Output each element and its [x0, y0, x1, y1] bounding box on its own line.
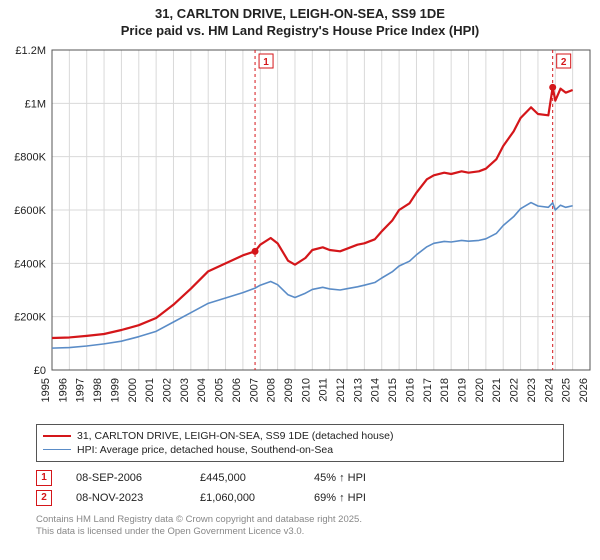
- footer-attribution: Contains HM Land Registry data © Crown c…: [36, 514, 564, 539]
- event-row: 2 08-NOV-2023 £1,060,000 69% ↑ HPI: [36, 488, 564, 508]
- svg-text:2000: 2000: [127, 378, 139, 402]
- svg-text:2: 2: [561, 57, 567, 68]
- svg-text:2023: 2023: [526, 378, 538, 402]
- svg-text:£0: £0: [34, 365, 46, 377]
- svg-text:£1M: £1M: [25, 98, 46, 110]
- event-pct: 69% ↑ HPI: [314, 492, 366, 504]
- svg-text:1: 1: [263, 57, 269, 68]
- svg-text:£600K: £600K: [14, 205, 46, 217]
- svg-text:2022: 2022: [509, 378, 521, 402]
- event-pct: 45% ↑ HPI: [314, 472, 366, 484]
- event-date: 08-NOV-2023: [76, 492, 176, 504]
- chart-svg: £0 £200K £400K £600K £800K £1M £1.2M 1995 1996 19…: [0, 40, 600, 420]
- legend-label: 31, CARLTON DRIVE, LEIGH-ON-SEA, SS9 1DE…: [77, 430, 394, 442]
- svg-text:2019: 2019: [457, 378, 469, 402]
- svg-text:2017: 2017: [422, 378, 434, 402]
- svg-text:2010: 2010: [300, 378, 312, 402]
- event-marker: 1: [36, 470, 52, 486]
- event-price: £445,000: [200, 472, 290, 484]
- title-line-2: Price paid vs. HM Land Registry's House …: [0, 23, 600, 40]
- events-list: 1 08-SEP-2006 £445,000 45% ↑ HPI 2 08-NOV-202…: [36, 468, 564, 508]
- svg-text:1996: 1996: [57, 378, 69, 402]
- svg-text:2020: 2020: [474, 378, 486, 402]
- legend-row: 31, CARLTON DRIVE, LEIGH-ON-SEA, SS9 1DE…: [43, 429, 557, 443]
- svg-text:£1.2M: £1.2M: [15, 45, 46, 57]
- legend: 31, CARLTON DRIVE, LEIGH-ON-SEA, SS9 1DE…: [36, 424, 564, 462]
- svg-text:£200K: £200K: [14, 311, 46, 323]
- svg-text:2002: 2002: [161, 378, 173, 402]
- svg-text:1997: 1997: [75, 378, 87, 402]
- svg-text:1995: 1995: [40, 378, 52, 402]
- svg-text:2008: 2008: [266, 378, 278, 402]
- svg-text:2009: 2009: [283, 378, 295, 402]
- event-row: 1 08-SEP-2006 £445,000 45% ↑ HPI: [36, 468, 564, 488]
- svg-text:1998: 1998: [92, 378, 104, 402]
- legend-swatch: [43, 435, 71, 437]
- svg-text:2011: 2011: [318, 378, 330, 402]
- legend-label: HPI: Average price, detached house, Sout…: [77, 444, 333, 456]
- svg-text:2026: 2026: [578, 378, 590, 402]
- svg-text:2015: 2015: [387, 378, 399, 402]
- chart-titles: 31, CARLTON DRIVE, LEIGH-ON-SEA, SS9 1DE…: [0, 0, 600, 40]
- legend-swatch: [43, 449, 71, 450]
- event-marker: 2: [36, 490, 52, 506]
- svg-text:2014: 2014: [370, 378, 382, 402]
- svg-text:2025: 2025: [561, 378, 573, 402]
- event-date: 08-SEP-2006: [76, 472, 176, 484]
- chart-area: £0 £200K £400K £600K £800K £1M £1.2M 1995 1996 19…: [0, 40, 600, 420]
- svg-text:2016: 2016: [404, 378, 416, 402]
- svg-text:2012: 2012: [335, 378, 347, 402]
- footer-line-1: Contains HM Land Registry data © Crown c…: [36, 514, 564, 526]
- svg-text:2004: 2004: [196, 378, 208, 402]
- svg-text:1999: 1999: [109, 378, 121, 402]
- svg-text:£800K: £800K: [14, 151, 46, 163]
- svg-text:2021: 2021: [491, 378, 503, 402]
- svg-text:2006: 2006: [231, 378, 243, 402]
- svg-text:2005: 2005: [214, 378, 226, 402]
- svg-text:2018: 2018: [439, 378, 451, 402]
- svg-text:2024: 2024: [543, 378, 555, 402]
- legend-row: HPI: Average price, detached house, Sout…: [43, 443, 557, 457]
- title-line-1: 31, CARLTON DRIVE, LEIGH-ON-SEA, SS9 1DE: [0, 6, 600, 23]
- svg-text:2001: 2001: [144, 378, 156, 402]
- footer-line-2: This data is licensed under the Open Gov…: [36, 526, 564, 538]
- svg-text:2013: 2013: [352, 378, 364, 402]
- svg-text:2003: 2003: [179, 378, 191, 402]
- svg-text:2007: 2007: [248, 378, 260, 402]
- svg-text:£400K: £400K: [14, 258, 46, 270]
- event-price: £1,060,000: [200, 492, 290, 504]
